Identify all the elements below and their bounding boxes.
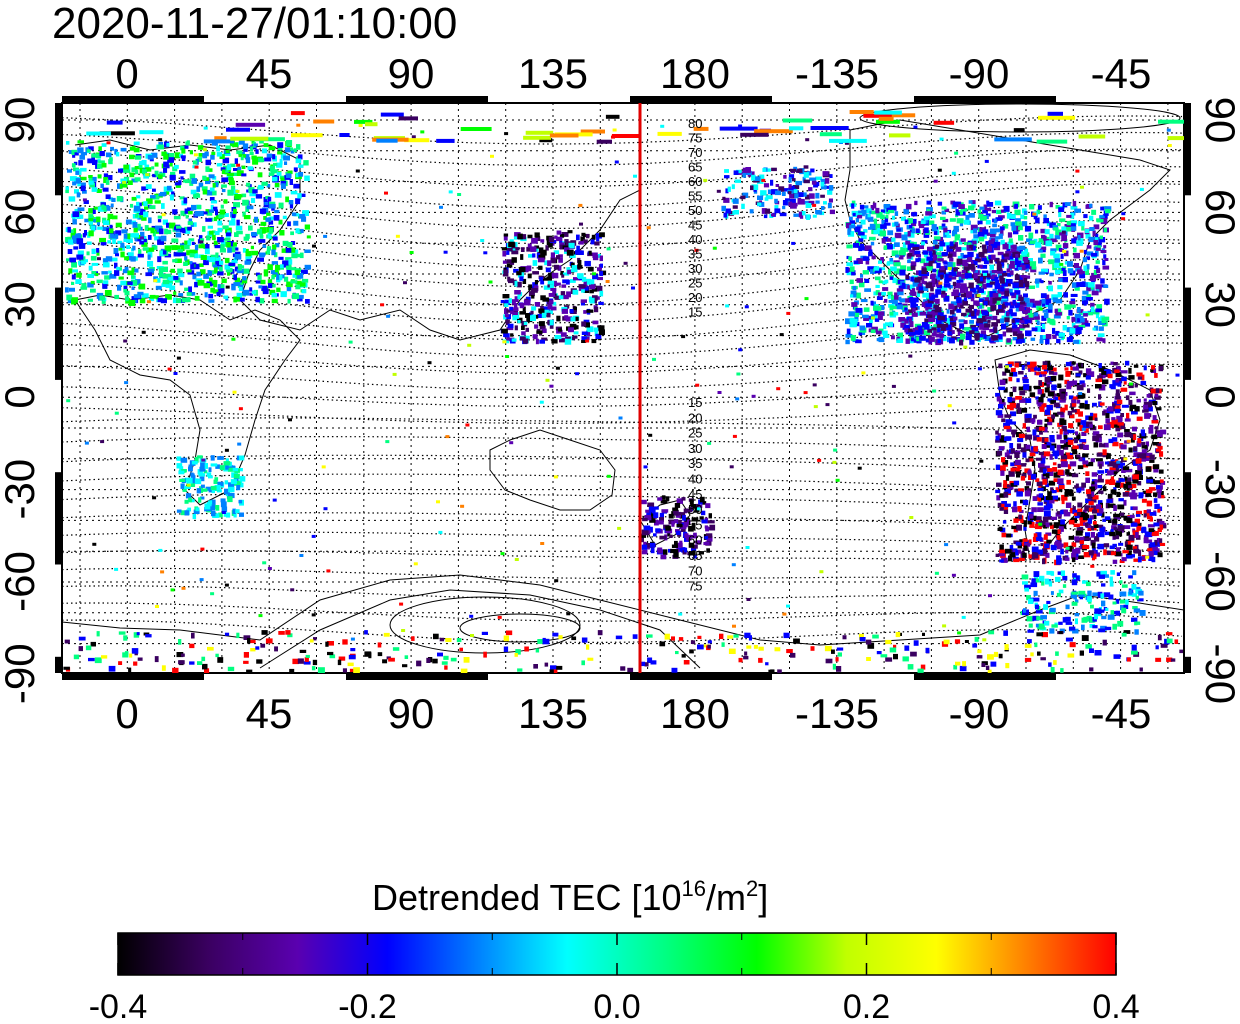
longitude-label: -135 <box>795 50 879 97</box>
right-latitude-labels: 90 60 30 0 -30 -60 -90 <box>1197 97 1240 705</box>
left-latitude-labels: 90 60 30 0 -30 -60 -90 <box>0 97 43 705</box>
top-longitude-labels: 0 45 90 135 180 -135 -90 -45 <box>115 50 1151 97</box>
colorbar-tick-label: 0.4 <box>1092 988 1139 1024</box>
contour-label: 20 <box>688 410 702 425</box>
longitude-label: 90 <box>388 690 435 737</box>
contour-label: 70 <box>688 563 702 578</box>
longitude-label: -45 <box>1091 50 1152 97</box>
colorbar-tick-label: -0.2 <box>338 988 397 1024</box>
latitude-label: -60 <box>0 551 43 612</box>
contour-label: 15 <box>688 305 702 320</box>
longitude-label: -45 <box>1091 690 1152 737</box>
contour-label: 60 <box>688 174 702 189</box>
contour-label: 30 <box>688 441 702 456</box>
longitude-label: 180 <box>660 50 730 97</box>
contour-label: 65 <box>688 548 702 563</box>
contour-label: 75 <box>688 579 702 594</box>
contour-label: 70 <box>688 145 702 160</box>
axis-scale-bars <box>55 96 1191 680</box>
longitude-label: 0 <box>115 50 138 97</box>
colorbar-tick-label: 0.0 <box>593 988 640 1024</box>
contour-label: 35 <box>688 247 702 262</box>
contour-label: 20 <box>688 290 702 305</box>
bottom-longitude-labels: 0 45 90 135 180 -135 -90 -45 <box>115 690 1151 737</box>
longitude-label: 90 <box>388 50 435 97</box>
contour-label: 25 <box>688 276 702 291</box>
latitude-label: 0 <box>0 385 43 408</box>
contour-label: 50 <box>688 203 702 218</box>
longitude-label: -90 <box>949 690 1010 737</box>
longitude-label: 45 <box>246 690 293 737</box>
latitude-label: 90 <box>0 97 43 144</box>
longitude-label: 45 <box>246 50 293 97</box>
detrended-tec-data-points <box>63 110 1184 673</box>
colorbar-tick-label: -0.4 <box>89 988 148 1024</box>
contour-label: 60 <box>688 533 702 548</box>
longitude-label: 135 <box>518 690 588 737</box>
contour-label: 15 <box>688 395 702 410</box>
colorbar-title: Detrended TEC [1016/m2] <box>372 876 768 918</box>
contour-label: 55 <box>688 189 702 204</box>
latitude-label: -30 <box>0 459 43 520</box>
latitude-label: 30 <box>0 281 43 328</box>
longitude-label: 135 <box>518 50 588 97</box>
contour-labels: 8075706560555045403530252015152025303540… <box>688 116 702 594</box>
contour-label: 45 <box>688 487 702 502</box>
latitude-label: -30 <box>1197 459 1240 520</box>
timestamp-title: 2020-11-27/01:10:00 <box>52 0 457 48</box>
colorbar-ticks: -0.4 -0.2 0.0 0.2 0.4 <box>89 933 1140 1024</box>
contour-label: 45 <box>688 218 702 233</box>
contour-label: 30 <box>688 261 702 276</box>
latitude-label: 60 <box>0 189 43 236</box>
colorbar-tick-label: 0.2 <box>843 988 890 1024</box>
latitude-label: 60 <box>1197 189 1240 236</box>
contour-label: 40 <box>688 232 702 247</box>
latitude-label: -90 <box>1197 643 1240 704</box>
latitude-label: -90 <box>0 643 43 704</box>
longitude-label: -135 <box>795 690 879 737</box>
contour-label: 65 <box>688 160 702 175</box>
longitude-label: 180 <box>660 690 730 737</box>
longitude-label: 0 <box>115 690 138 737</box>
contour-label: 40 <box>688 472 702 487</box>
latitude-label: 0 <box>1197 385 1240 408</box>
contour-label: 75 <box>688 131 702 146</box>
contour-label: 50 <box>688 502 702 517</box>
latitude-label: 30 <box>1197 281 1240 328</box>
longitude-label: -90 <box>949 50 1010 97</box>
contour-label: 55 <box>688 517 702 532</box>
contour-label: 35 <box>688 456 702 471</box>
contour-label: 80 <box>688 116 702 131</box>
latitude-label: -60 <box>1197 551 1240 612</box>
latitude-label: 90 <box>1197 97 1240 144</box>
contour-label: 25 <box>688 426 702 441</box>
